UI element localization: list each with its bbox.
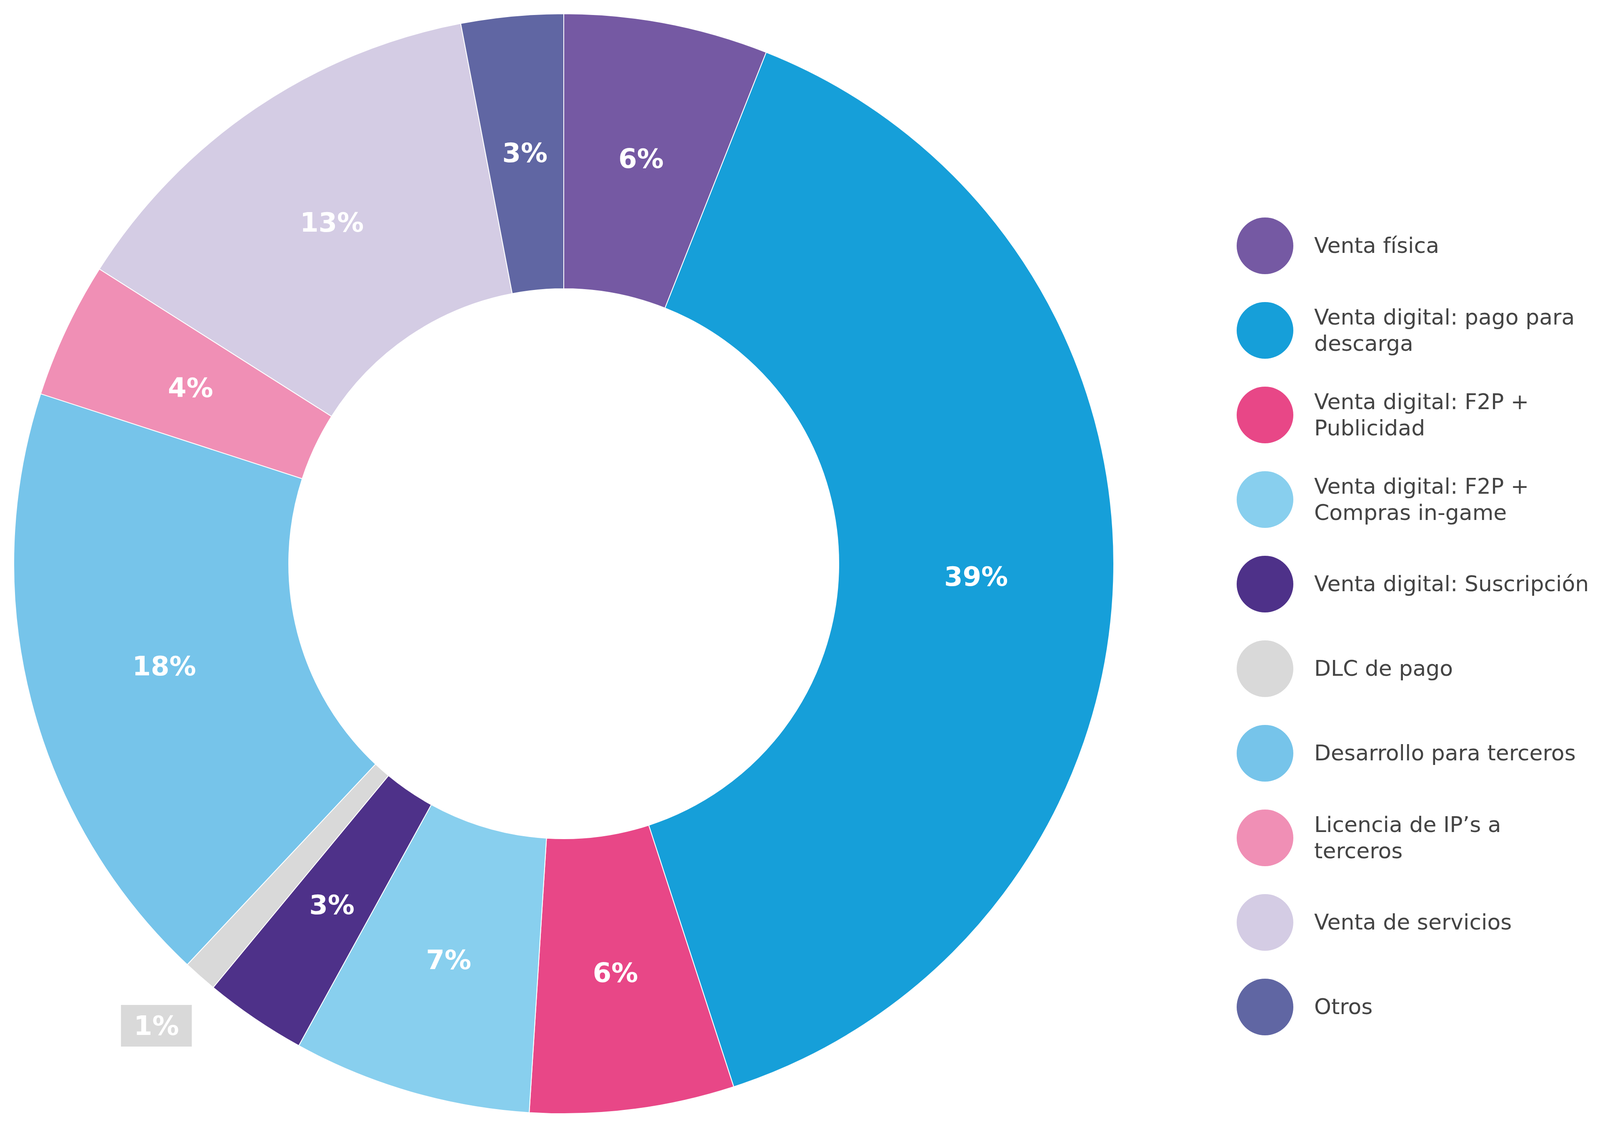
html-text:Venta digital: pago para desca: Venta digital: pago para descarga: [1314, 304, 1575, 356]
svg-text:4%: 4%: [167, 372, 214, 404]
svg-text:3%: 3%: [502, 137, 548, 169]
svg-text:13%: 13%: [300, 207, 364, 238]
html-text:Venta digital: F2P + Compras i: Venta digital: F2P + Compras in-game: [1314, 473, 1529, 525]
html-text:Venta de servicios: Venta de servicios: [1314, 909, 1512, 935]
svg-text:18%: 18%: [132, 650, 197, 682]
html-text:Otros: Otros: [1314, 994, 1373, 1020]
html-text:Venta digital: Suscripción: Venta digital: Suscripción: [1314, 571, 1589, 597]
html-text:Venta física: Venta física: [1314, 233, 1440, 259]
svg-text:3%: 3%: [309, 889, 355, 921]
svg-text:1%: 1%: [133, 1010, 180, 1042]
svg-text:6%: 6%: [618, 143, 664, 175]
html-text:Desarrollo para terceros: Desarrollo para terceros: [1314, 740, 1576, 766]
html-text:Venta digital: F2P + Publicida: Venta digital: F2P + Publicidad: [1314, 389, 1529, 441]
html-text:DLC de pago: DLC de pago: [1314, 655, 1453, 681]
html-text:Licencia de IP’s a terceros: Licencia de IP’s a terceros: [1314, 812, 1502, 864]
svg-text:7%: 7%: [425, 944, 472, 976]
svg-text:39%: 39%: [944, 561, 1008, 593]
svg-text:6%: 6%: [592, 957, 639, 989]
